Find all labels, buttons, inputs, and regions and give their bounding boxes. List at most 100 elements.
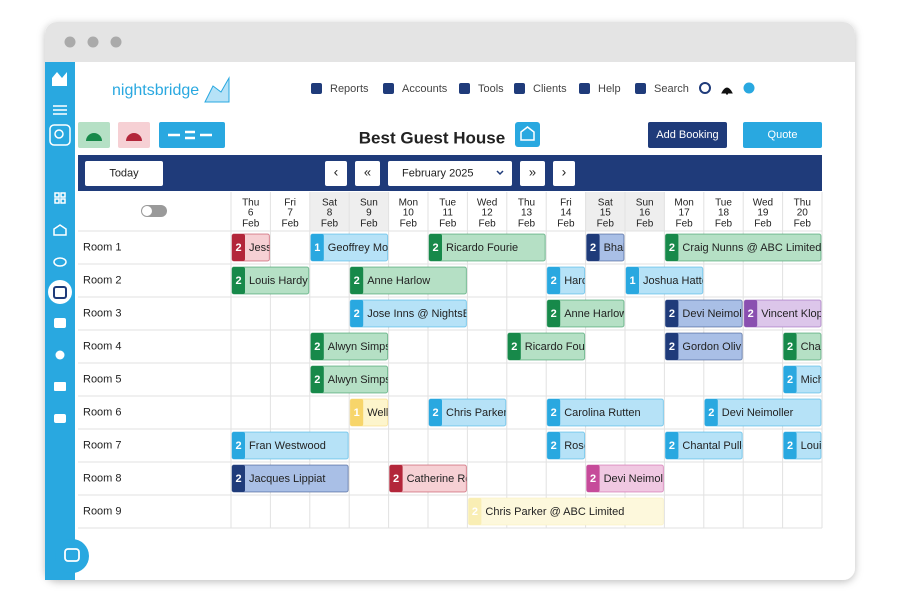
day-name: Tue [715, 198, 732, 209]
booking[interactable]: 2 Anne Harlow [349, 266, 467, 295]
nav-item[interactable]: Accounts [402, 83, 448, 95]
nav-item[interactable]: Help [598, 83, 621, 95]
today-button[interactable] [85, 161, 163, 186]
booking[interactable]: 2 Ricardo Fourie [428, 233, 546, 262]
eye-icon[interactable] [53, 257, 67, 267]
guest-name: Alwyn Simps [328, 374, 391, 386]
camera-icon[interactable] [54, 414, 66, 423]
day-month: Feb [557, 219, 575, 230]
booking[interactable]: 2 Catherine Rc [389, 464, 472, 493]
nav-item[interactable]: Clients [533, 83, 567, 95]
month-select[interactable] [388, 161, 512, 186]
grid-icon[interactable] [54, 192, 60, 198]
guest-count: 2 [314, 341, 320, 353]
guest-count: 2 [669, 242, 675, 254]
booking[interactable]: 2 Chantal Pulle [664, 431, 747, 460]
nav-item[interactable]: Search [654, 83, 689, 95]
guest-name: Harc [564, 275, 588, 287]
guest-badge [783, 333, 797, 360]
booking[interactable]: 2 Vincent Klop [743, 299, 823, 328]
booking[interactable]: 2 Mich [783, 365, 824, 394]
booking[interactable]: 2 Bhal [586, 233, 626, 262]
booking[interactable]: 2 Fran Westwood [231, 431, 349, 460]
day-name: Sat [598, 198, 613, 209]
booking[interactable]: 2 Ricardo Four [507, 332, 589, 361]
active-calendar[interactable] [48, 280, 72, 304]
booking[interactable]: 2 Devi Neimoll [664, 299, 744, 328]
day-name: Thu [794, 198, 811, 209]
guest-badge [429, 234, 442, 261]
guest-count: 2 [393, 473, 399, 485]
day-date: 17 [679, 208, 691, 219]
booking[interactable]: 2 Louis [783, 431, 828, 460]
nav-icon[interactable] [383, 83, 394, 94]
day-name: Mon [399, 198, 418, 209]
guest-count: 2 [235, 440, 241, 452]
prev-fast-button[interactable] [355, 161, 380, 186]
booking[interactable]: 1 Joshua Hatte [625, 266, 708, 295]
next-button[interactable] [553, 161, 575, 186]
guest-count: 2 [432, 407, 438, 419]
guest-count: 2 [235, 242, 241, 254]
booking[interactable]: 2 Carolina Rutten [546, 398, 664, 427]
guest-name: Rose [564, 440, 590, 452]
money-icon[interactable] [54, 382, 66, 391]
day-month: Feb [675, 219, 693, 230]
add-booking-button[interactable] [648, 122, 727, 148]
booking[interactable]: 2 Harc [546, 266, 588, 295]
booking[interactable]: 1 Well [349, 398, 389, 427]
nav-item[interactable]: Reports [330, 83, 369, 95]
chat-button[interactable] [55, 539, 89, 573]
grid-icon [60, 198, 66, 204]
nav-icon[interactable] [459, 83, 470, 94]
nav-item[interactable]: Tools [478, 83, 504, 95]
booking[interactable]: 2 Anne Harlow [546, 299, 627, 328]
quote-button[interactable] [743, 122, 822, 148]
booking[interactable]: 2 Craig Nunns @ ABC Limited [664, 233, 822, 262]
booking[interactable]: 2 Alwyn Simps [310, 365, 391, 394]
guest-name: Alwyn Simps [328, 341, 391, 353]
guest-badge [783, 432, 797, 459]
booking[interactable]: 2 Char [783, 332, 825, 361]
next-fast-button[interactable] [520, 161, 545, 186]
nav-icon[interactable] [514, 83, 525, 94]
bell-icon[interactable] [721, 87, 733, 95]
settings-icon[interactable] [55, 350, 65, 360]
menu-icon[interactable] [53, 105, 67, 115]
settings-icon[interactable] [699, 82, 711, 94]
booking[interactable]: 2 Alwyn Simps [310, 332, 391, 361]
booking[interactable]: 2 Chris Parker [428, 398, 507, 427]
guest-name: Mich [801, 374, 824, 386]
day-name: Thu [242, 198, 259, 209]
guest-name: Anne Harlow [367, 275, 430, 287]
guest-name: Catherine Rc [407, 473, 472, 485]
guest-badge [350, 399, 364, 426]
nav-icon[interactable] [635, 83, 646, 94]
nav-icon[interactable] [579, 83, 590, 94]
nav-icon[interactable] [311, 83, 322, 94]
booking[interactable]: 2 Jessi [231, 233, 274, 262]
booking[interactable]: 2 Louis Hardy [231, 266, 310, 295]
prev-button[interactable] [325, 161, 347, 186]
home-icon[interactable] [53, 224, 67, 236]
bell-icon [86, 133, 102, 141]
chat-icon[interactable] [54, 318, 66, 328]
guest-name: Joshua Hatte [643, 275, 708, 287]
room-name: Room 7 [83, 439, 122, 451]
booking[interactable]: 2 Jose Inns @ NightsBr [349, 299, 474, 328]
booking[interactable]: 2 Chris Parker @ ABC Limited [467, 497, 664, 526]
room-move-button[interactable] [159, 122, 225, 148]
guest-badge [507, 333, 521, 360]
booking[interactable]: 2 Devi Neimoll [586, 464, 666, 493]
booking[interactable]: 2 Devi Neimoller [704, 398, 822, 427]
booking[interactable]: 2 Jacques Lippiat [231, 464, 349, 493]
booking[interactable]: 2 Gordon Oliv [664, 332, 743, 361]
booking[interactable]: 2 Rose [546, 431, 590, 460]
user-icon[interactable] [743, 82, 755, 94]
day-name: Thu [518, 198, 535, 209]
property-button[interactable] [515, 122, 540, 147]
search-icon[interactable] [49, 124, 71, 146]
booking[interactable]: 1 Geoffrey Mo [310, 233, 389, 262]
guest-badge [586, 465, 600, 492]
